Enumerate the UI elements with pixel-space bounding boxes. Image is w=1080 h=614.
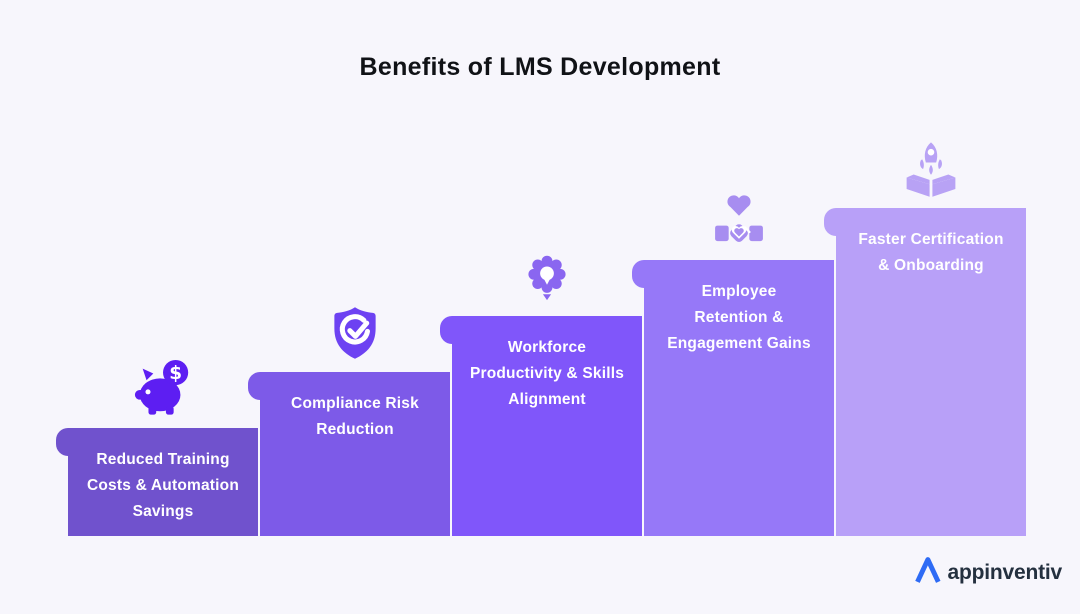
page-title: Benefits of LMS Development xyxy=(359,53,721,81)
step-label: Compliance Risk Reduction xyxy=(291,395,419,438)
step-bar-5: Faster Certification & Onboarding xyxy=(824,208,1026,536)
step-label: Workforce Productivity & Skills Alignment xyxy=(469,339,625,408)
piggy-bank-icon: $ xyxy=(68,358,258,420)
step-bar-4: Employee Retention & Engagement Gains xyxy=(632,260,834,536)
shield-check-icon xyxy=(260,302,450,364)
rocket-launch-icon xyxy=(836,140,1026,200)
step-label: Employee Retention & Engagement Gains xyxy=(667,283,811,352)
step-label: Faster Certification & Onboarding xyxy=(858,231,1004,274)
appinventiv-logo-icon xyxy=(912,555,943,591)
svg-text:$: $ xyxy=(169,363,182,384)
gear-icon xyxy=(452,246,642,308)
appinventiv-logo-text: appinventiv xyxy=(947,561,1063,584)
step-bar-2: Compliance Risk Reduction xyxy=(248,372,450,536)
step-label: Reduced Training Costs & Automation Saving… xyxy=(87,451,239,520)
heart-handshake-icon xyxy=(644,188,834,252)
step-bar-1: Reduced Training Costs & Automation Saving… xyxy=(56,428,258,536)
step-bar-3: Workforce Productivity & Skills Alignment xyxy=(440,316,642,536)
appinventiv-logo: appinventiv xyxy=(912,555,1063,591)
